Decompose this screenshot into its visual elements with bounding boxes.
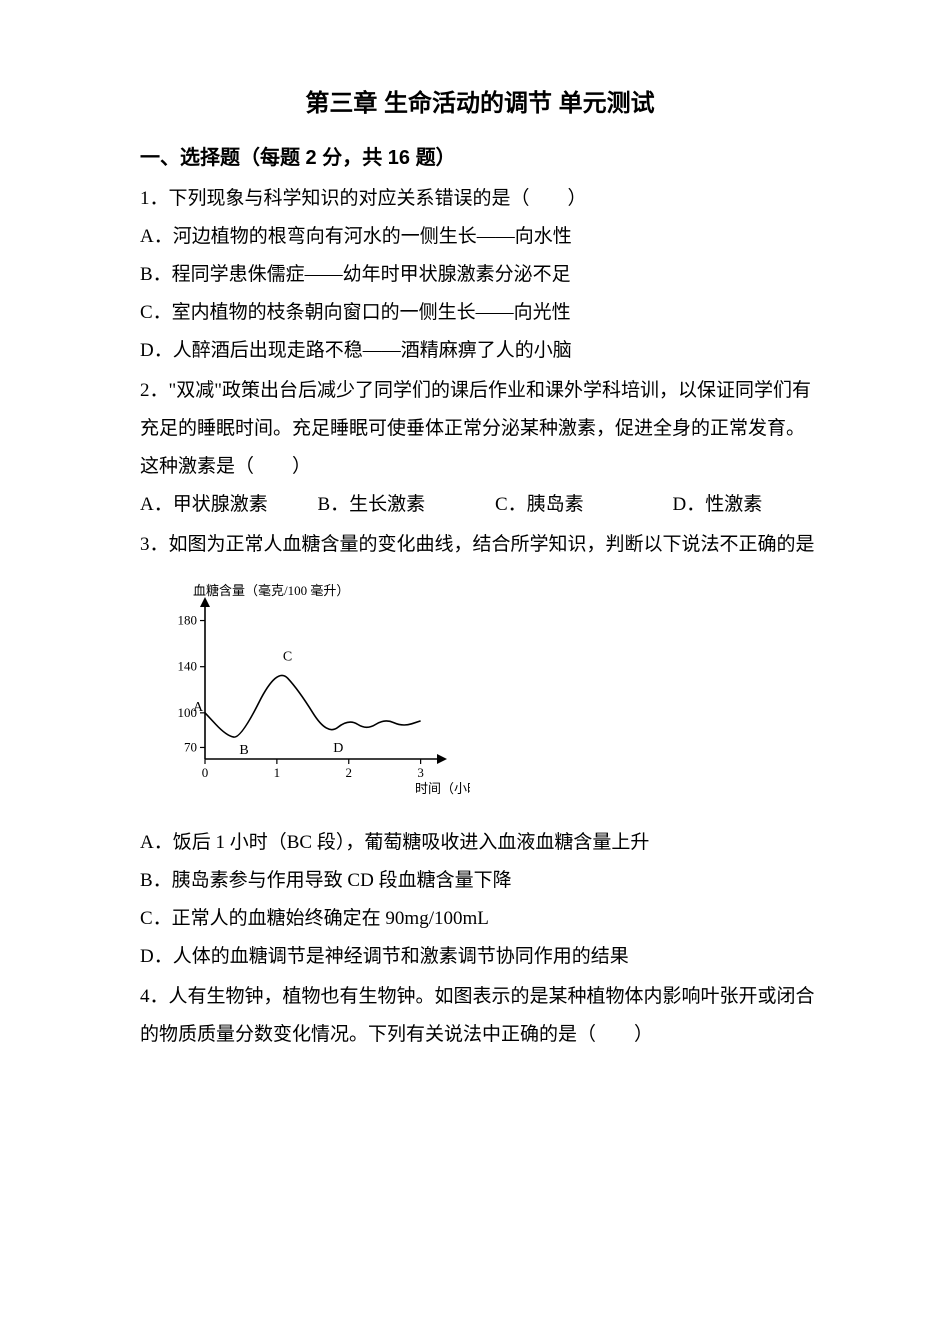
svg-text:血糖含量（毫克/100 毫升）: 血糖含量（毫克/100 毫升） xyxy=(193,583,349,598)
section-heading: 一、选择题（每题 2 分，共 16 题） xyxy=(140,138,820,178)
svg-text:140: 140 xyxy=(178,659,198,674)
q1-opt-c: C．室内植物的枝条朝向窗口的一侧生长——向光性 xyxy=(140,294,820,332)
question-4: 4．人有生物钟，植物也有生物钟。如图表示的是某种植物体内影响叶张开或闭合的物质质… xyxy=(140,978,820,1054)
q2-stem: 2．"双减"政策出台后减少了同学们的课后作业和课外学科培训，以保证同学们有充足的… xyxy=(140,372,820,486)
q2-opt-b: B．生长激素 xyxy=(318,486,466,524)
svg-text:2: 2 xyxy=(346,765,353,780)
q1-opt-a: A．河边植物的根弯向有河水的一侧生长——向水性 xyxy=(140,218,820,256)
svg-text:时间（小时）: 时间（小时） xyxy=(415,781,470,796)
svg-text:C: C xyxy=(283,650,292,665)
q3-stem: 3．如图为正常人血糖含量的变化曲线，结合所学知识，判断以下说法不正确的是 xyxy=(140,526,820,564)
svg-text:3: 3 xyxy=(417,765,424,780)
svg-text:0: 0 xyxy=(202,765,209,780)
svg-text:180: 180 xyxy=(178,613,198,628)
question-1: 1．下列现象与科学知识的对应关系错误的是（ ） A．河边植物的根弯向有河水的一侧… xyxy=(140,180,820,370)
svg-text:D: D xyxy=(333,741,343,756)
chart-svg: 血糖含量（毫克/100 毫升）701001401800123时间（小时）ABCD xyxy=(150,574,470,804)
q4-stem: 4．人有生物钟，植物也有生物钟。如图表示的是某种植物体内影响叶张开或闭合的物质质… xyxy=(140,978,820,1054)
q1-stem: 1．下列现象与科学知识的对应关系错误的是（ ） xyxy=(140,180,820,218)
svg-text:A: A xyxy=(193,700,204,715)
q3-opt-b: B．胰岛素参与作用导致 CD 段血糖含量下降 xyxy=(140,862,820,900)
page-title: 第三章 生命活动的调节 单元测试 xyxy=(140,80,820,128)
question-3: 3．如图为正常人血糖含量的变化曲线，结合所学知识，判断以下说法不正确的是 血糖含… xyxy=(140,526,820,976)
q2-opt-d: D．性激素 xyxy=(673,486,821,524)
q2-opt-a: A．甲状腺激素 xyxy=(140,486,288,524)
question-2: 2．"双减"政策出台后减少了同学们的课后作业和课外学科培训，以保证同学们有充足的… xyxy=(140,372,820,524)
q2-opt-c: C．胰岛素 xyxy=(495,486,643,524)
q1-opt-d: D．人醉酒后出现走路不稳——酒精麻痹了人的小脑 xyxy=(140,332,820,370)
q1-opt-b: B．程同学患侏儒症——幼年时甲状腺激素分泌不足 xyxy=(140,256,820,294)
q3-opt-a: A．饭后 1 小时（BC 段），葡萄糖吸收进入血液血糖含量上升 xyxy=(140,824,820,862)
q3-opt-d: D．人体的血糖调节是神经调节和激素调节协同作用的结果 xyxy=(140,938,820,976)
svg-text:1: 1 xyxy=(274,765,281,780)
q3-opt-c: C．正常人的血糖始终确定在 90mg/100mL xyxy=(140,900,820,938)
blood-sugar-chart: 血糖含量（毫克/100 毫升）701001401800123时间（小时）ABCD xyxy=(150,574,820,804)
svg-text:70: 70 xyxy=(184,739,197,754)
svg-text:B: B xyxy=(239,743,248,758)
